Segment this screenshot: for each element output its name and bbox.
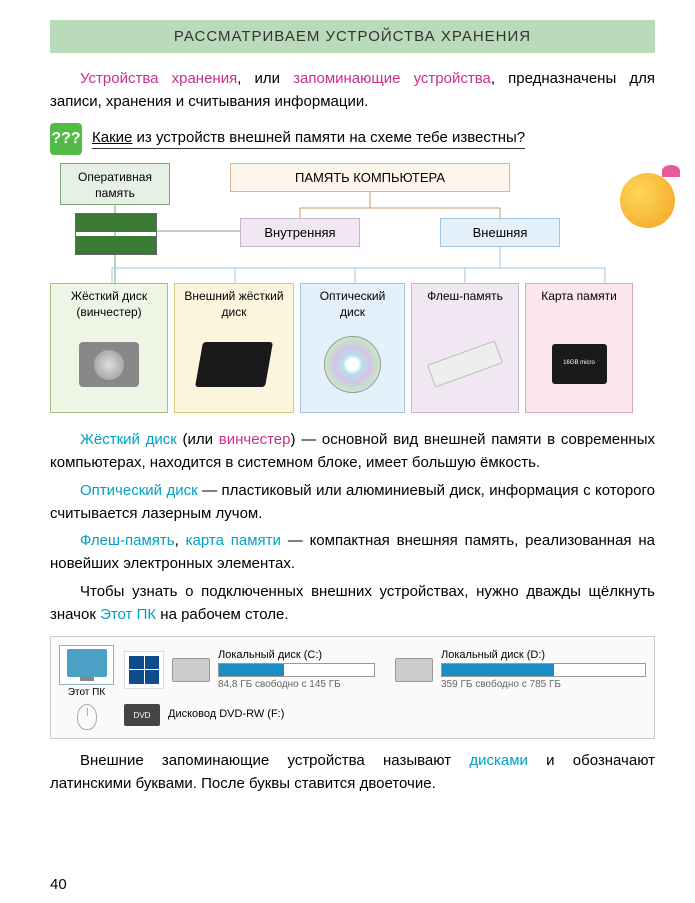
device-optical: Оптический диск — [300, 283, 405, 413]
page-title: РАССМАТРИВАЕМ УСТРОЙСТВА ХРАНЕНИЯ — [50, 20, 655, 53]
memory-card-icon: 16GB micro — [552, 344, 607, 384]
drives-grid: Локальный диск (C:) 84,8 ГБ свободно с 1… — [124, 645, 646, 730]
hdd-icon — [79, 342, 139, 387]
this-pc-icon[interactable] — [59, 645, 114, 685]
drive-icon — [172, 658, 210, 682]
device-card: Карта памяти 16GB micro — [525, 283, 633, 413]
windows-icon — [124, 651, 164, 689]
box-external: Внешняя — [440, 218, 560, 247]
flash-drive-icon — [427, 340, 503, 387]
question-icon: ??? — [50, 123, 82, 155]
device-flash: Флеш-память — [411, 283, 519, 413]
intro-paragraph: Устройства хранения, или запоминающие ус… — [50, 68, 655, 113]
page-number: 40 — [50, 876, 67, 893]
drive-c-bar — [218, 663, 375, 677]
drive-d-bar — [441, 663, 646, 677]
external-hdd-icon — [195, 342, 273, 387]
dvd-icon: DVD — [124, 704, 160, 726]
monitor-icon — [67, 649, 107, 677]
device-row: Жёсткий диск (винчестер) Внешний жёсткий… — [50, 283, 655, 413]
ram-image — [75, 213, 157, 255]
drive-dvd[interactable]: DVD Дисковод DVD-RW (F:) — [124, 700, 375, 730]
term-memory-device: запоминающие устройства — [293, 70, 491, 87]
textbook-page: РАССМАТРИВАЕМ УСТРОЙСТВА ХРАНЕНИЯ Устрой… — [0, 0, 695, 903]
box-computer-memory: ПАМЯТЬ КОМПЬЮТЕРА — [230, 163, 510, 192]
closing-paragraph: Внешние запоминающие устройства называют… — [50, 749, 655, 796]
question-row: ??? Какие из устройств внешней памяти на… — [50, 123, 655, 155]
question-text: Какие из устройств внешней памяти на схе… — [92, 129, 525, 149]
optical-disk-icon — [324, 336, 381, 393]
paragraph-flash: Флеш-память, карта памяти — компактная в… — [50, 529, 655, 576]
term-storage: Устройства хранения — [80, 70, 237, 87]
box-internal: Внутренняя — [240, 218, 360, 247]
memory-diagram: Оперативная память ПАМЯТЬ КОМПЬЮТЕРА Вну… — [50, 163, 655, 413]
drive-c[interactable]: Локальный диск (C:) 84,8 ГБ свободно с 1… — [124, 645, 375, 694]
device-external-hdd: Внешний жёсткий диск — [174, 283, 294, 413]
paragraph-hdd: Жёсткий диск (или винчестер) — основной … — [50, 428, 655, 475]
mascot-icon — [620, 173, 675, 228]
drives-panel: Этот ПК Локальный диск (C:) 84,8 ГБ своб… — [50, 636, 655, 739]
box-ram: Оперативная память — [60, 163, 170, 205]
drive-d[interactable]: Локальный диск (D:) 359 ГБ свободно с 78… — [395, 645, 646, 694]
drive-icon — [395, 658, 433, 682]
this-pc-side: Этот ПК — [59, 645, 114, 730]
mouse-icon — [77, 704, 97, 730]
this-pc-label: Этот ПК — [59, 687, 114, 698]
device-hdd: Жёсткий диск (винчестер) — [50, 283, 168, 413]
paragraph-this-pc: Чтобы узнать о подключенных внешних устр… — [50, 580, 655, 627]
paragraph-optical: Оптический диск — пластиковый или алюмин… — [50, 479, 655, 526]
